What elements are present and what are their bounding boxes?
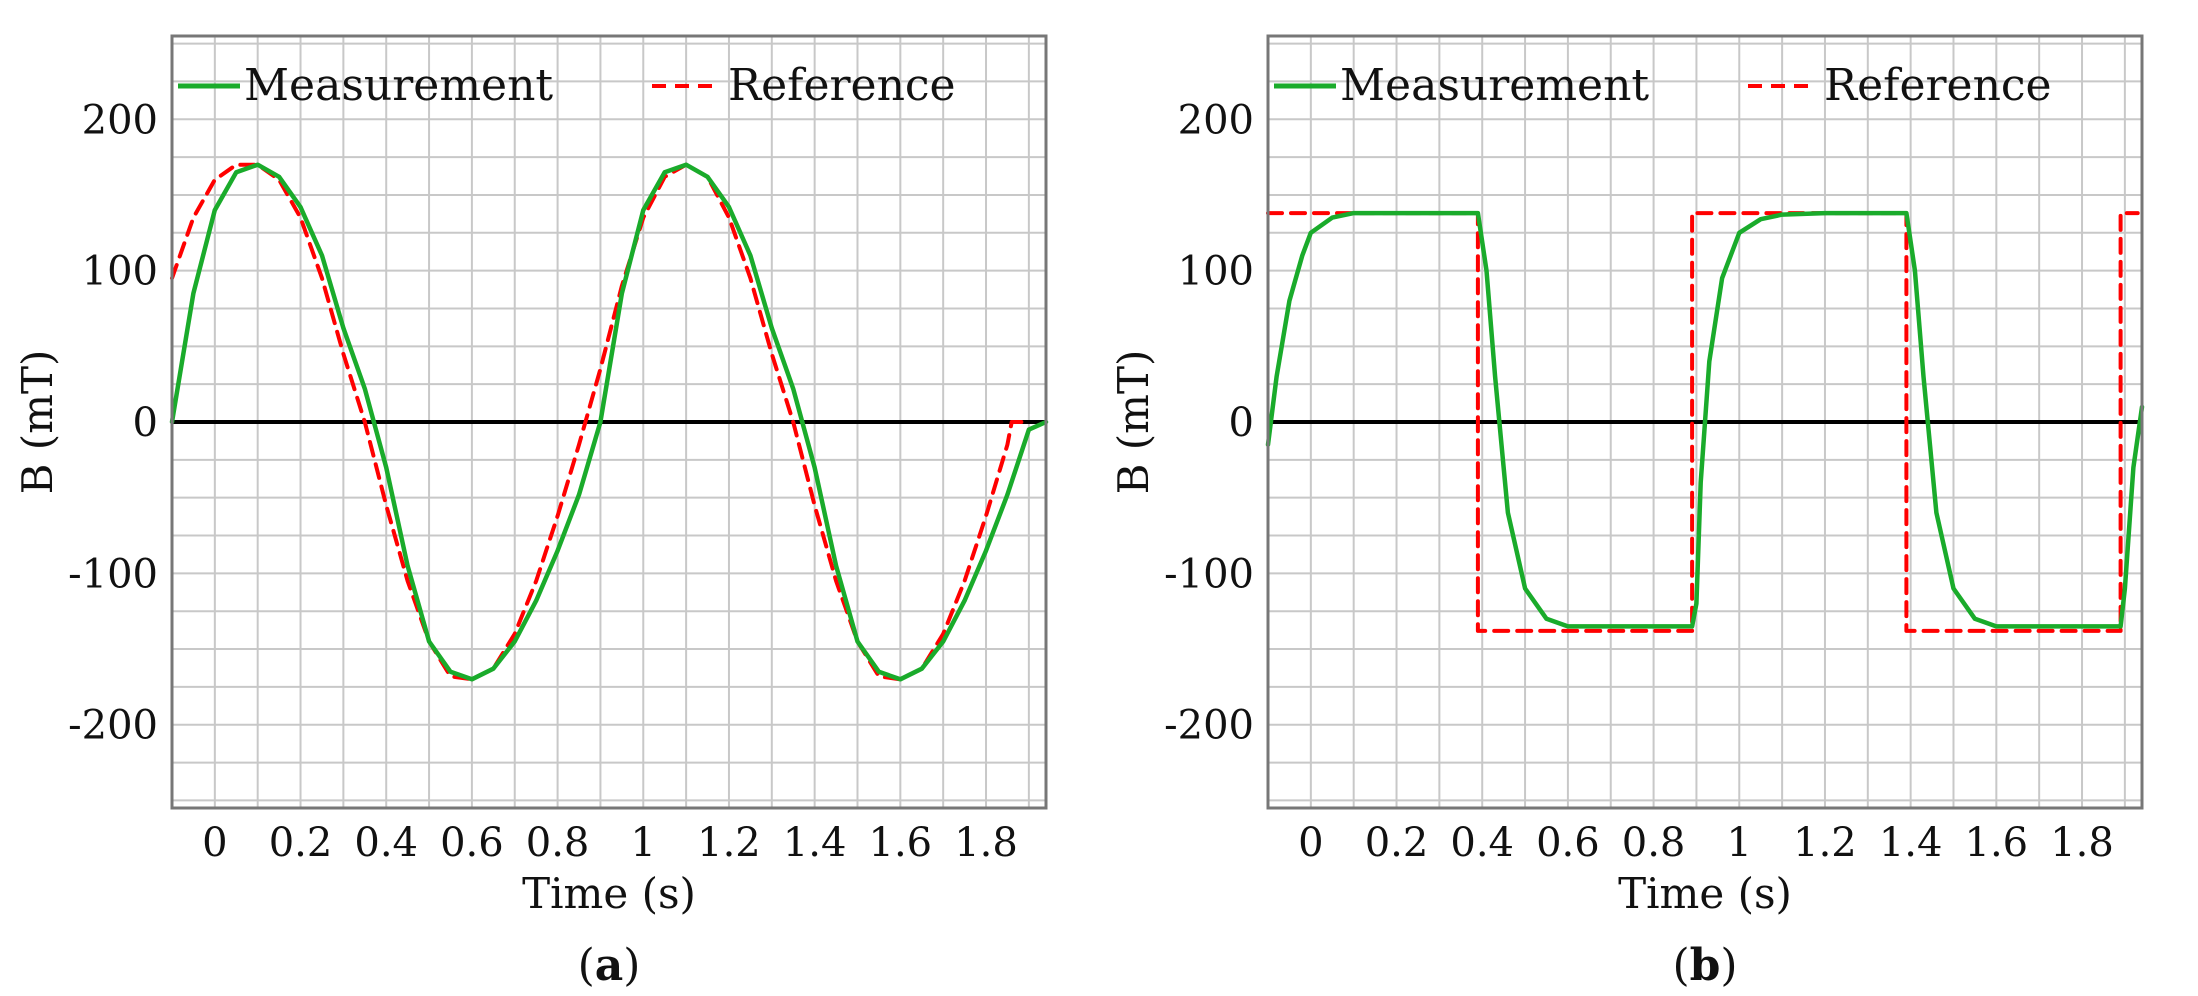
- panel-a-y-tick-label: 0: [133, 400, 158, 446]
- panel-b-y-tick-label: -100: [1164, 551, 1254, 597]
- panel-a-caption: (a): [578, 940, 641, 991]
- panel-b: 0 0.2 0.4 0.6 0.8 1 1.2 1.4 1.6 1.8 -200 -100 0 100 2…: [1109, 34, 2145, 991]
- panel-a-y-tick-label: 100: [82, 249, 158, 295]
- panel-b-x-tick-label: 1.6: [1965, 820, 2029, 866]
- panel-a-legend: Measurement Reference: [178, 60, 956, 111]
- panel-b-y-tick-label: 0: [1229, 400, 1254, 446]
- panel-a-y-axis-title: B (mT): [13, 350, 62, 495]
- panel-a-frame: [170, 34, 1048, 810]
- panel-a-x-tick-labels: 0 0.2 0.4 0.6 0.8 1 1.2 1.4 1.6 1.8: [202, 820, 1018, 866]
- panel-b-legend-reference-label: Reference: [1824, 60, 2052, 111]
- panel-a-x-tick-label: 1.6: [869, 820, 933, 866]
- panel-a-x-tick-label: 1.2: [697, 820, 761, 866]
- panel-b-y-tick-label: 200: [1178, 97, 1254, 143]
- panel-b-legend-measurement-label: Measurement: [1340, 60, 1649, 111]
- panel-b-x-tick-label: 1.8: [2050, 820, 2114, 866]
- panel-a-x-tick-label: 0.8: [526, 820, 590, 866]
- panel-a-legend-reference-label: Reference: [728, 60, 956, 111]
- panel-b-x-tick-label: 1.2: [1793, 820, 1857, 866]
- panel-b-y-tick-label: -200: [1164, 703, 1254, 749]
- panel-b-x-tick-label: 0.4: [1450, 820, 1514, 866]
- panel-a-series-measurement-line: [169, 162, 1049, 682]
- panel-b-x-tick-label: 0.8: [1622, 820, 1686, 866]
- panel-a-x-tick-label: 0.2: [269, 820, 333, 866]
- panel-a-x-tick-label: 1.8: [954, 820, 1018, 866]
- panel-a-x-tick-label: 1.4: [783, 820, 847, 866]
- panel-b-x-tick-labels: 0 0.2 0.4 0.6 0.8 1 1.2 1.4 1.6 1.8: [1298, 820, 2114, 866]
- panel-b-y-tick-label: 100: [1178, 249, 1254, 295]
- panel-b-frame: [1266, 34, 2144, 810]
- panel-b-caption: (b): [1672, 940, 1737, 991]
- panel-a: 0 0.2 0.4 0.6 0.8 1 1.2 1.4 1.6 1.8 -200 -100 0 100 2…: [13, 34, 1049, 991]
- panel-a-x-axis-title: Time (s): [522, 869, 696, 918]
- panel-b-series: [1265, 210, 2145, 633]
- panel-b-y-axis-title: B (mT): [1109, 350, 1158, 495]
- panel-b-x-tick-label: 1: [1727, 820, 1752, 866]
- panel-b-x-axis-title: Time (s): [1618, 869, 1792, 918]
- panel-b-legend: Measurement Reference: [1274, 60, 2052, 111]
- panel-a-x-tick-label: 0.6: [440, 820, 504, 866]
- panel-a-x-tick-label: 1: [631, 820, 656, 866]
- panel-b-x-tick-label: 0: [1298, 820, 1323, 866]
- panel-b-x-tick-label: 0.6: [1536, 820, 1600, 866]
- panel-a-y-tick-label: -200: [68, 703, 158, 749]
- panel-b-caption-letter: b: [1690, 940, 1721, 991]
- panel-a-y-tick-labels: -200 -100 0 100 200: [68, 97, 158, 748]
- panel-a-caption-letter: a: [595, 940, 624, 991]
- panel-a-y-tick-label: 200: [82, 97, 158, 143]
- panel-b-x-tick-label: 1.4: [1879, 820, 1943, 866]
- panel-a-y-tick-label: -100: [68, 551, 158, 597]
- panel-a-series: [169, 162, 1049, 682]
- panel-b-x-tick-label: 0.2: [1365, 820, 1429, 866]
- panel-a-x-tick-label: 0: [202, 820, 227, 866]
- panel-a-x-tick-label: 0.4: [354, 820, 418, 866]
- panel-a-legend-measurement-label: Measurement: [244, 60, 553, 111]
- panel-a-series-reference-line: [170, 162, 1031, 682]
- panel-b-y-tick-labels: -200 -100 0 100 200: [1164, 97, 1254, 748]
- panel-b-series-measurement-line: [1265, 210, 2145, 629]
